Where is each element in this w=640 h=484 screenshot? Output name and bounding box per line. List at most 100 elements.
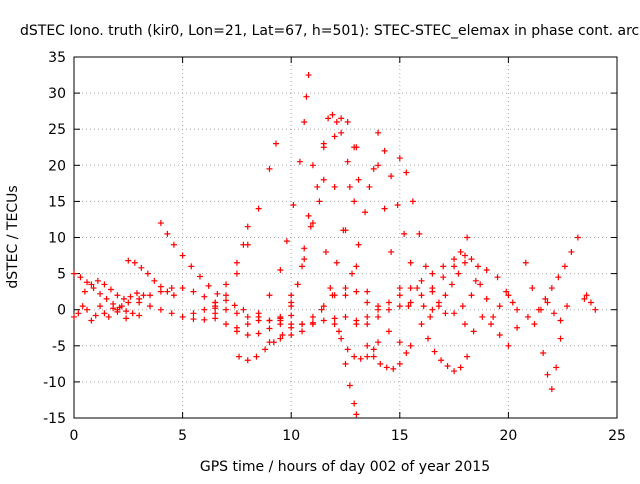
data-point bbox=[320, 176, 327, 183]
data-point bbox=[435, 299, 442, 306]
data-point bbox=[88, 317, 95, 324]
data-point bbox=[320, 317, 327, 324]
data-point bbox=[233, 270, 240, 277]
data-point bbox=[364, 299, 371, 306]
data-point bbox=[309, 162, 316, 169]
data-point bbox=[97, 290, 104, 297]
data-point bbox=[329, 111, 336, 118]
data-point bbox=[407, 285, 414, 292]
data-point bbox=[544, 299, 551, 306]
data-point bbox=[537, 306, 544, 313]
data-point bbox=[233, 310, 240, 317]
data-point bbox=[505, 342, 512, 349]
data-point bbox=[468, 256, 475, 263]
y-tick-label: 20 bbox=[48, 158, 66, 174]
data-series bbox=[429, 256, 481, 313]
data-point bbox=[133, 290, 140, 297]
x-tick-label: 20 bbox=[499, 428, 517, 444]
data-point bbox=[97, 303, 104, 310]
data-point bbox=[223, 297, 230, 304]
data-point bbox=[418, 292, 425, 299]
data-point bbox=[568, 248, 575, 255]
data-point bbox=[592, 306, 599, 313]
data-point bbox=[494, 274, 501, 281]
data-point bbox=[346, 183, 353, 190]
data-series bbox=[299, 285, 414, 349]
data-point bbox=[244, 241, 251, 248]
data-point bbox=[442, 310, 449, 317]
data-series bbox=[212, 140, 279, 310]
data-point bbox=[448, 281, 455, 288]
data-point bbox=[581, 295, 588, 302]
data-point bbox=[425, 335, 432, 342]
data-point bbox=[110, 305, 117, 312]
data-series bbox=[418, 321, 471, 375]
data-point bbox=[440, 263, 447, 270]
data-point bbox=[464, 234, 471, 241]
data-point bbox=[451, 368, 458, 375]
data-point bbox=[477, 281, 484, 288]
data-point bbox=[223, 306, 230, 313]
data-point bbox=[351, 400, 358, 407]
data-point bbox=[84, 306, 91, 313]
data-point bbox=[79, 303, 86, 310]
data-point bbox=[301, 245, 308, 252]
data-point bbox=[170, 241, 177, 248]
data-series bbox=[407, 234, 471, 306]
data-point bbox=[548, 386, 555, 393]
data-point bbox=[272, 140, 279, 147]
data-series bbox=[396, 155, 449, 317]
ticks-layer: 0 5 10 15 20 25 -15 -10 -5 0 5 10 15 20 25 30 35 bbox=[43, 50, 626, 444]
data-point bbox=[101, 281, 108, 288]
data-point bbox=[362, 209, 369, 216]
data-point bbox=[529, 285, 536, 292]
x-tick-label: 10 bbox=[282, 428, 300, 444]
data-point bbox=[301, 256, 308, 263]
data-point bbox=[290, 202, 297, 209]
data-point bbox=[118, 303, 125, 310]
data-point bbox=[561, 263, 568, 270]
data-point bbox=[403, 169, 410, 176]
data-point bbox=[320, 140, 327, 147]
data-point bbox=[418, 277, 425, 284]
y-tick-label: 25 bbox=[48, 122, 66, 138]
data-point bbox=[457, 248, 464, 255]
data-point bbox=[305, 212, 312, 219]
data-point bbox=[364, 353, 371, 360]
data-point bbox=[364, 313, 371, 320]
data-point bbox=[344, 346, 351, 353]
data-point bbox=[157, 283, 164, 290]
data-point bbox=[223, 321, 230, 328]
data-point bbox=[90, 285, 97, 292]
x-tick-label: 5 bbox=[178, 428, 187, 444]
data-point bbox=[314, 183, 321, 190]
data-point bbox=[468, 292, 475, 299]
data-point bbox=[333, 259, 340, 266]
data-point bbox=[309, 220, 316, 227]
data-point bbox=[351, 353, 358, 360]
y-tick-label: -5 bbox=[52, 339, 66, 355]
data-point bbox=[461, 259, 468, 266]
data-point bbox=[474, 263, 481, 270]
data-point bbox=[223, 292, 230, 299]
data-point bbox=[179, 252, 186, 259]
data-point bbox=[381, 147, 388, 154]
data-point bbox=[164, 288, 171, 295]
data-point bbox=[299, 263, 306, 270]
data-point bbox=[459, 303, 466, 310]
data-point bbox=[451, 263, 458, 270]
data-point bbox=[553, 364, 560, 371]
data-point bbox=[94, 277, 101, 284]
data-point bbox=[244, 223, 251, 230]
data-point bbox=[277, 266, 284, 273]
data-point bbox=[255, 330, 262, 337]
data-point bbox=[496, 331, 503, 338]
data-point bbox=[457, 364, 464, 371]
data-point bbox=[301, 118, 308, 125]
data-point bbox=[157, 220, 164, 227]
data-point bbox=[196, 273, 203, 280]
data-point bbox=[555, 274, 562, 281]
data-point bbox=[114, 292, 121, 299]
y-axis-label: dSTEC / TECUs bbox=[5, 185, 21, 288]
data-point bbox=[71, 313, 77, 320]
